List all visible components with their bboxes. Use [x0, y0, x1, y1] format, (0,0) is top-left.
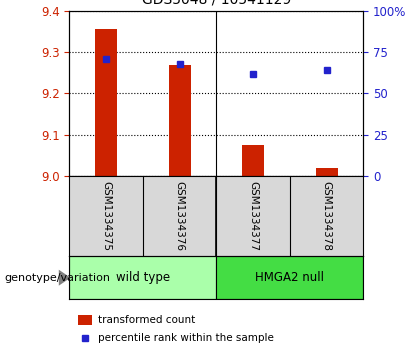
Bar [95, 29, 117, 176]
Bar [69, 256, 216, 299]
Text: genotype/variation: genotype/variation [4, 273, 110, 283]
Bar [216, 256, 363, 299]
Bar [315, 168, 338, 176]
Text: percentile rank within the sample: percentile rank within the sample [98, 333, 274, 343]
Bar [242, 145, 264, 176]
Bar [78, 315, 92, 325]
Text: HMGA2 null: HMGA2 null [255, 271, 324, 284]
Polygon shape [59, 270, 71, 286]
Text: GSM1334376: GSM1334376 [175, 181, 184, 251]
Bar [168, 65, 191, 176]
Text: wild type: wild type [116, 271, 170, 284]
Title: GDS5048 / 10541129: GDS5048 / 10541129 [142, 0, 291, 7]
Text: GSM1334377: GSM1334377 [248, 181, 258, 251]
Text: transformed count: transformed count [98, 315, 195, 325]
Text: GSM1334375: GSM1334375 [101, 181, 111, 251]
Text: GSM1334378: GSM1334378 [322, 181, 331, 251]
